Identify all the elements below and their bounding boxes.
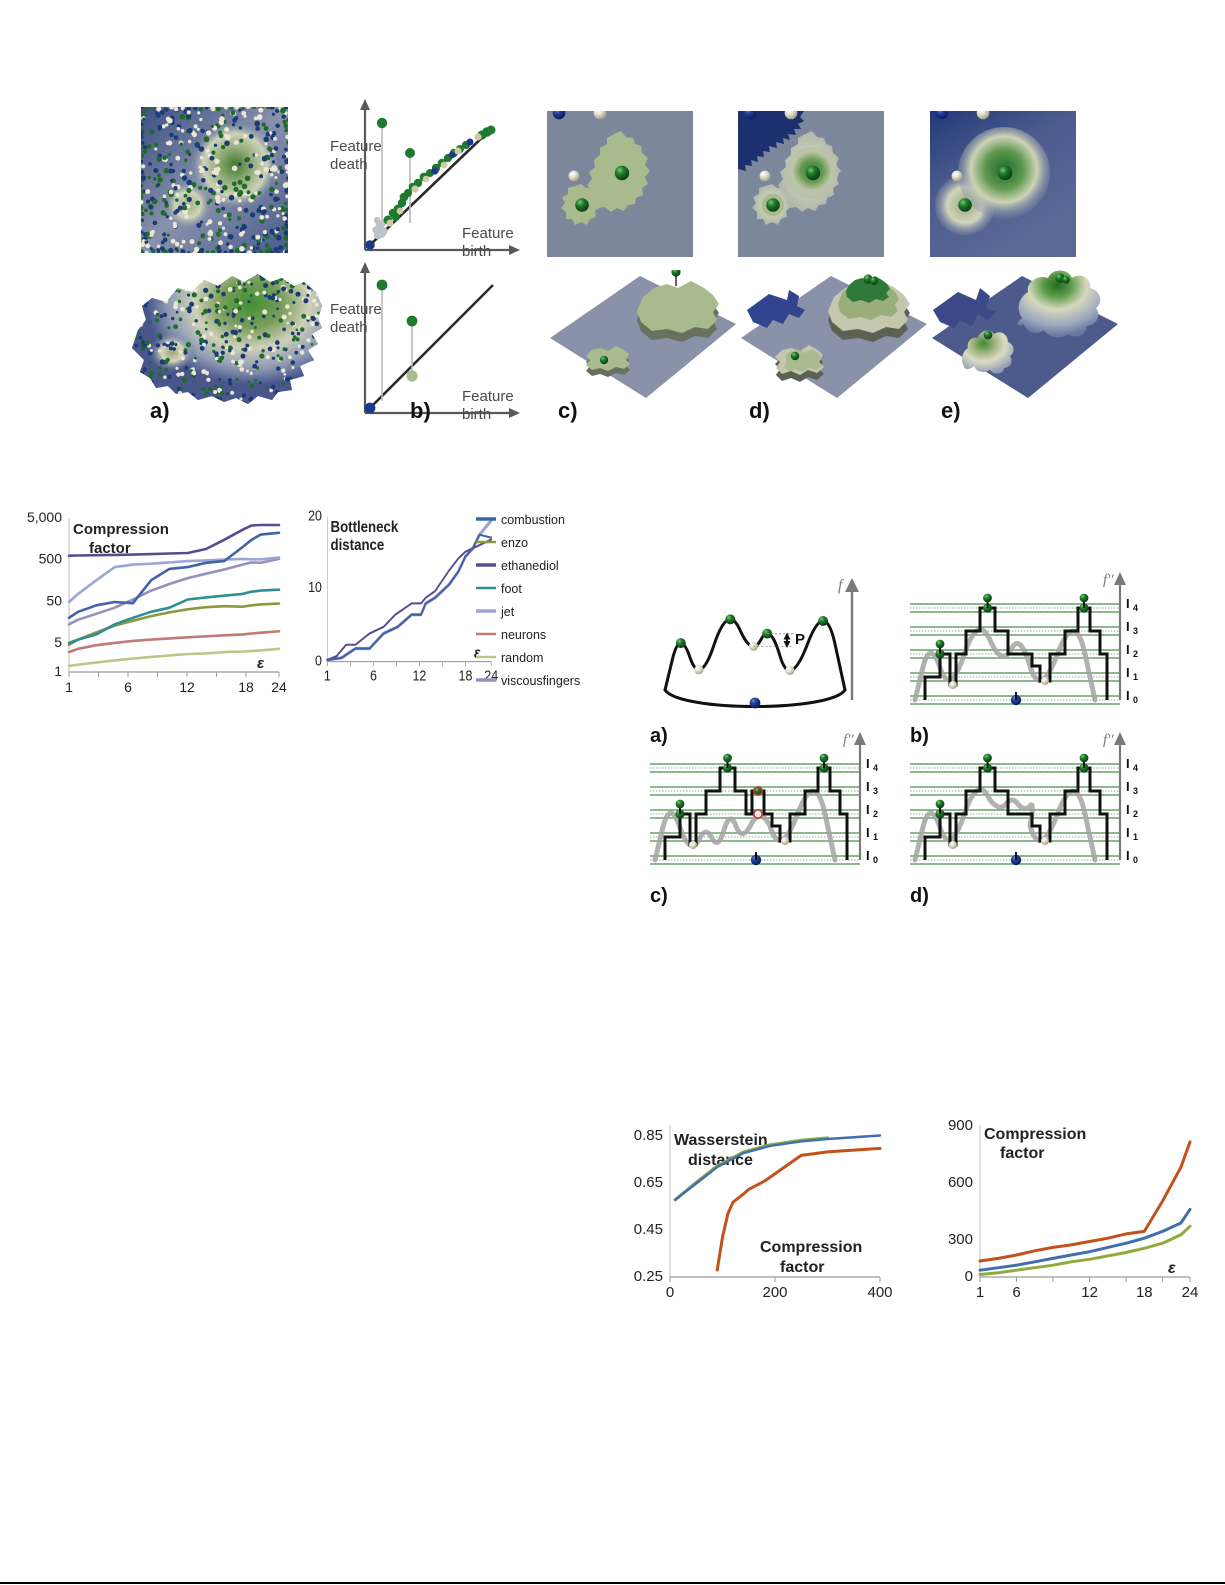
svg-text:50: 50 [46, 592, 62, 608]
svg-text:f'': f'' [1103, 732, 1114, 748]
svg-text:1: 1 [1133, 672, 1138, 682]
svg-text:600: 600 [948, 1174, 973, 1191]
svg-text:12: 12 [413, 666, 427, 683]
svg-text:neurons: neurons [501, 628, 546, 642]
svg-text:500: 500 [39, 551, 63, 567]
svg-text:3: 3 [873, 786, 878, 796]
svg-text:f'': f'' [1103, 572, 1114, 588]
svg-text:6: 6 [370, 666, 377, 683]
svg-text:distance: distance [331, 537, 385, 554]
svg-text:1: 1 [976, 1284, 984, 1301]
svg-text:300: 300 [948, 1231, 973, 1248]
svg-text:I: I [1126, 665, 1130, 680]
svg-text:2: 2 [1133, 809, 1138, 819]
svg-text:random: random [501, 651, 543, 665]
svg-text:death: death [330, 319, 368, 336]
svg-text:3: 3 [1133, 626, 1138, 636]
svg-text:P: P [795, 631, 805, 648]
svg-text:10: 10 [308, 578, 322, 595]
svg-text:5: 5 [54, 634, 62, 650]
svg-text:1: 1 [65, 679, 73, 695]
svg-text:0.25: 0.25 [634, 1268, 663, 1285]
svg-text:combustion: combustion [501, 513, 565, 527]
svg-text:Feature: Feature [330, 301, 382, 318]
svg-text:0: 0 [666, 1284, 674, 1301]
svg-text:Feature: Feature [462, 225, 514, 242]
svg-text:400: 400 [867, 1284, 892, 1301]
svg-text:viscousfingers: viscousfingers [501, 674, 580, 688]
svg-text:factor: factor [1000, 1145, 1044, 1162]
svg-text:20: 20 [308, 507, 322, 524]
svg-text:I: I [866, 802, 870, 817]
svg-text:ε: ε [1168, 1260, 1176, 1277]
svg-text:4: 4 [1133, 763, 1138, 773]
svg-text:0: 0 [1133, 855, 1138, 865]
svg-text:3: 3 [1133, 786, 1138, 796]
svg-text:Compression: Compression [760, 1239, 862, 1256]
svg-text:f'': f'' [843, 732, 854, 748]
svg-text:enzo: enzo [501, 536, 528, 550]
svg-text:0: 0 [1133, 695, 1138, 705]
svg-text:18: 18 [1136, 1284, 1153, 1301]
svg-text:0: 0 [315, 651, 322, 668]
svg-text:900: 900 [948, 1117, 973, 1134]
svg-text:5,000: 5,000 [27, 509, 62, 525]
svg-text:2: 2 [873, 809, 878, 819]
svg-text:I: I [1126, 688, 1130, 703]
svg-text:I: I [1126, 619, 1130, 634]
svg-text:6: 6 [124, 679, 132, 695]
svg-text:0.85: 0.85 [634, 1127, 663, 1144]
svg-text:I: I [1126, 756, 1130, 771]
svg-text:Wasserstein: Wasserstein [674, 1132, 768, 1149]
svg-text:I: I [1126, 779, 1130, 794]
svg-text:18: 18 [238, 679, 254, 695]
svg-text:I: I [1126, 596, 1130, 611]
svg-text:24: 24 [271, 679, 287, 695]
svg-text:1: 1 [54, 663, 62, 679]
svg-text:I: I [1126, 825, 1130, 840]
svg-text:1: 1 [873, 832, 878, 842]
svg-text:4: 4 [1133, 603, 1138, 613]
svg-text:18: 18 [459, 666, 473, 683]
svg-text:4: 4 [873, 763, 878, 773]
svg-text:I: I [866, 779, 870, 794]
svg-text:Feature: Feature [330, 138, 382, 155]
svg-text:I: I [1126, 642, 1130, 657]
svg-text:ε: ε [474, 645, 481, 662]
svg-text:Compression: Compression [984, 1126, 1086, 1143]
svg-text:jet: jet [500, 605, 515, 619]
svg-text:birth: birth [462, 406, 491, 423]
svg-text:0: 0 [965, 1268, 973, 1285]
svg-text:12: 12 [1081, 1284, 1098, 1301]
svg-text:f: f [838, 577, 845, 594]
svg-text:Bottleneck: Bottleneck [331, 519, 399, 536]
svg-text:200: 200 [762, 1284, 787, 1301]
svg-text:Compression: Compression [73, 521, 169, 538]
svg-text:I: I [1126, 802, 1130, 817]
svg-text:0.45: 0.45 [634, 1221, 663, 1238]
svg-text:foot: foot [501, 582, 522, 596]
svg-text:death: death [330, 156, 368, 173]
svg-text:0: 0 [873, 855, 878, 865]
svg-text:ε: ε [257, 655, 265, 672]
svg-text:12: 12 [179, 679, 195, 695]
svg-text:ethanediol: ethanediol [501, 559, 559, 573]
svg-text:6: 6 [1012, 1284, 1020, 1301]
svg-text:2: 2 [1133, 649, 1138, 659]
svg-text:0.65: 0.65 [634, 1174, 663, 1191]
svg-text:24: 24 [1182, 1284, 1199, 1301]
svg-text:I: I [866, 848, 870, 863]
svg-text:Feature: Feature [462, 388, 514, 405]
svg-text:1: 1 [1133, 832, 1138, 842]
svg-text:I: I [1126, 848, 1130, 863]
svg-text:1: 1 [324, 666, 331, 683]
svg-text:factor: factor [780, 1259, 824, 1276]
svg-text:I: I [866, 825, 870, 840]
svg-text:I: I [866, 756, 870, 771]
